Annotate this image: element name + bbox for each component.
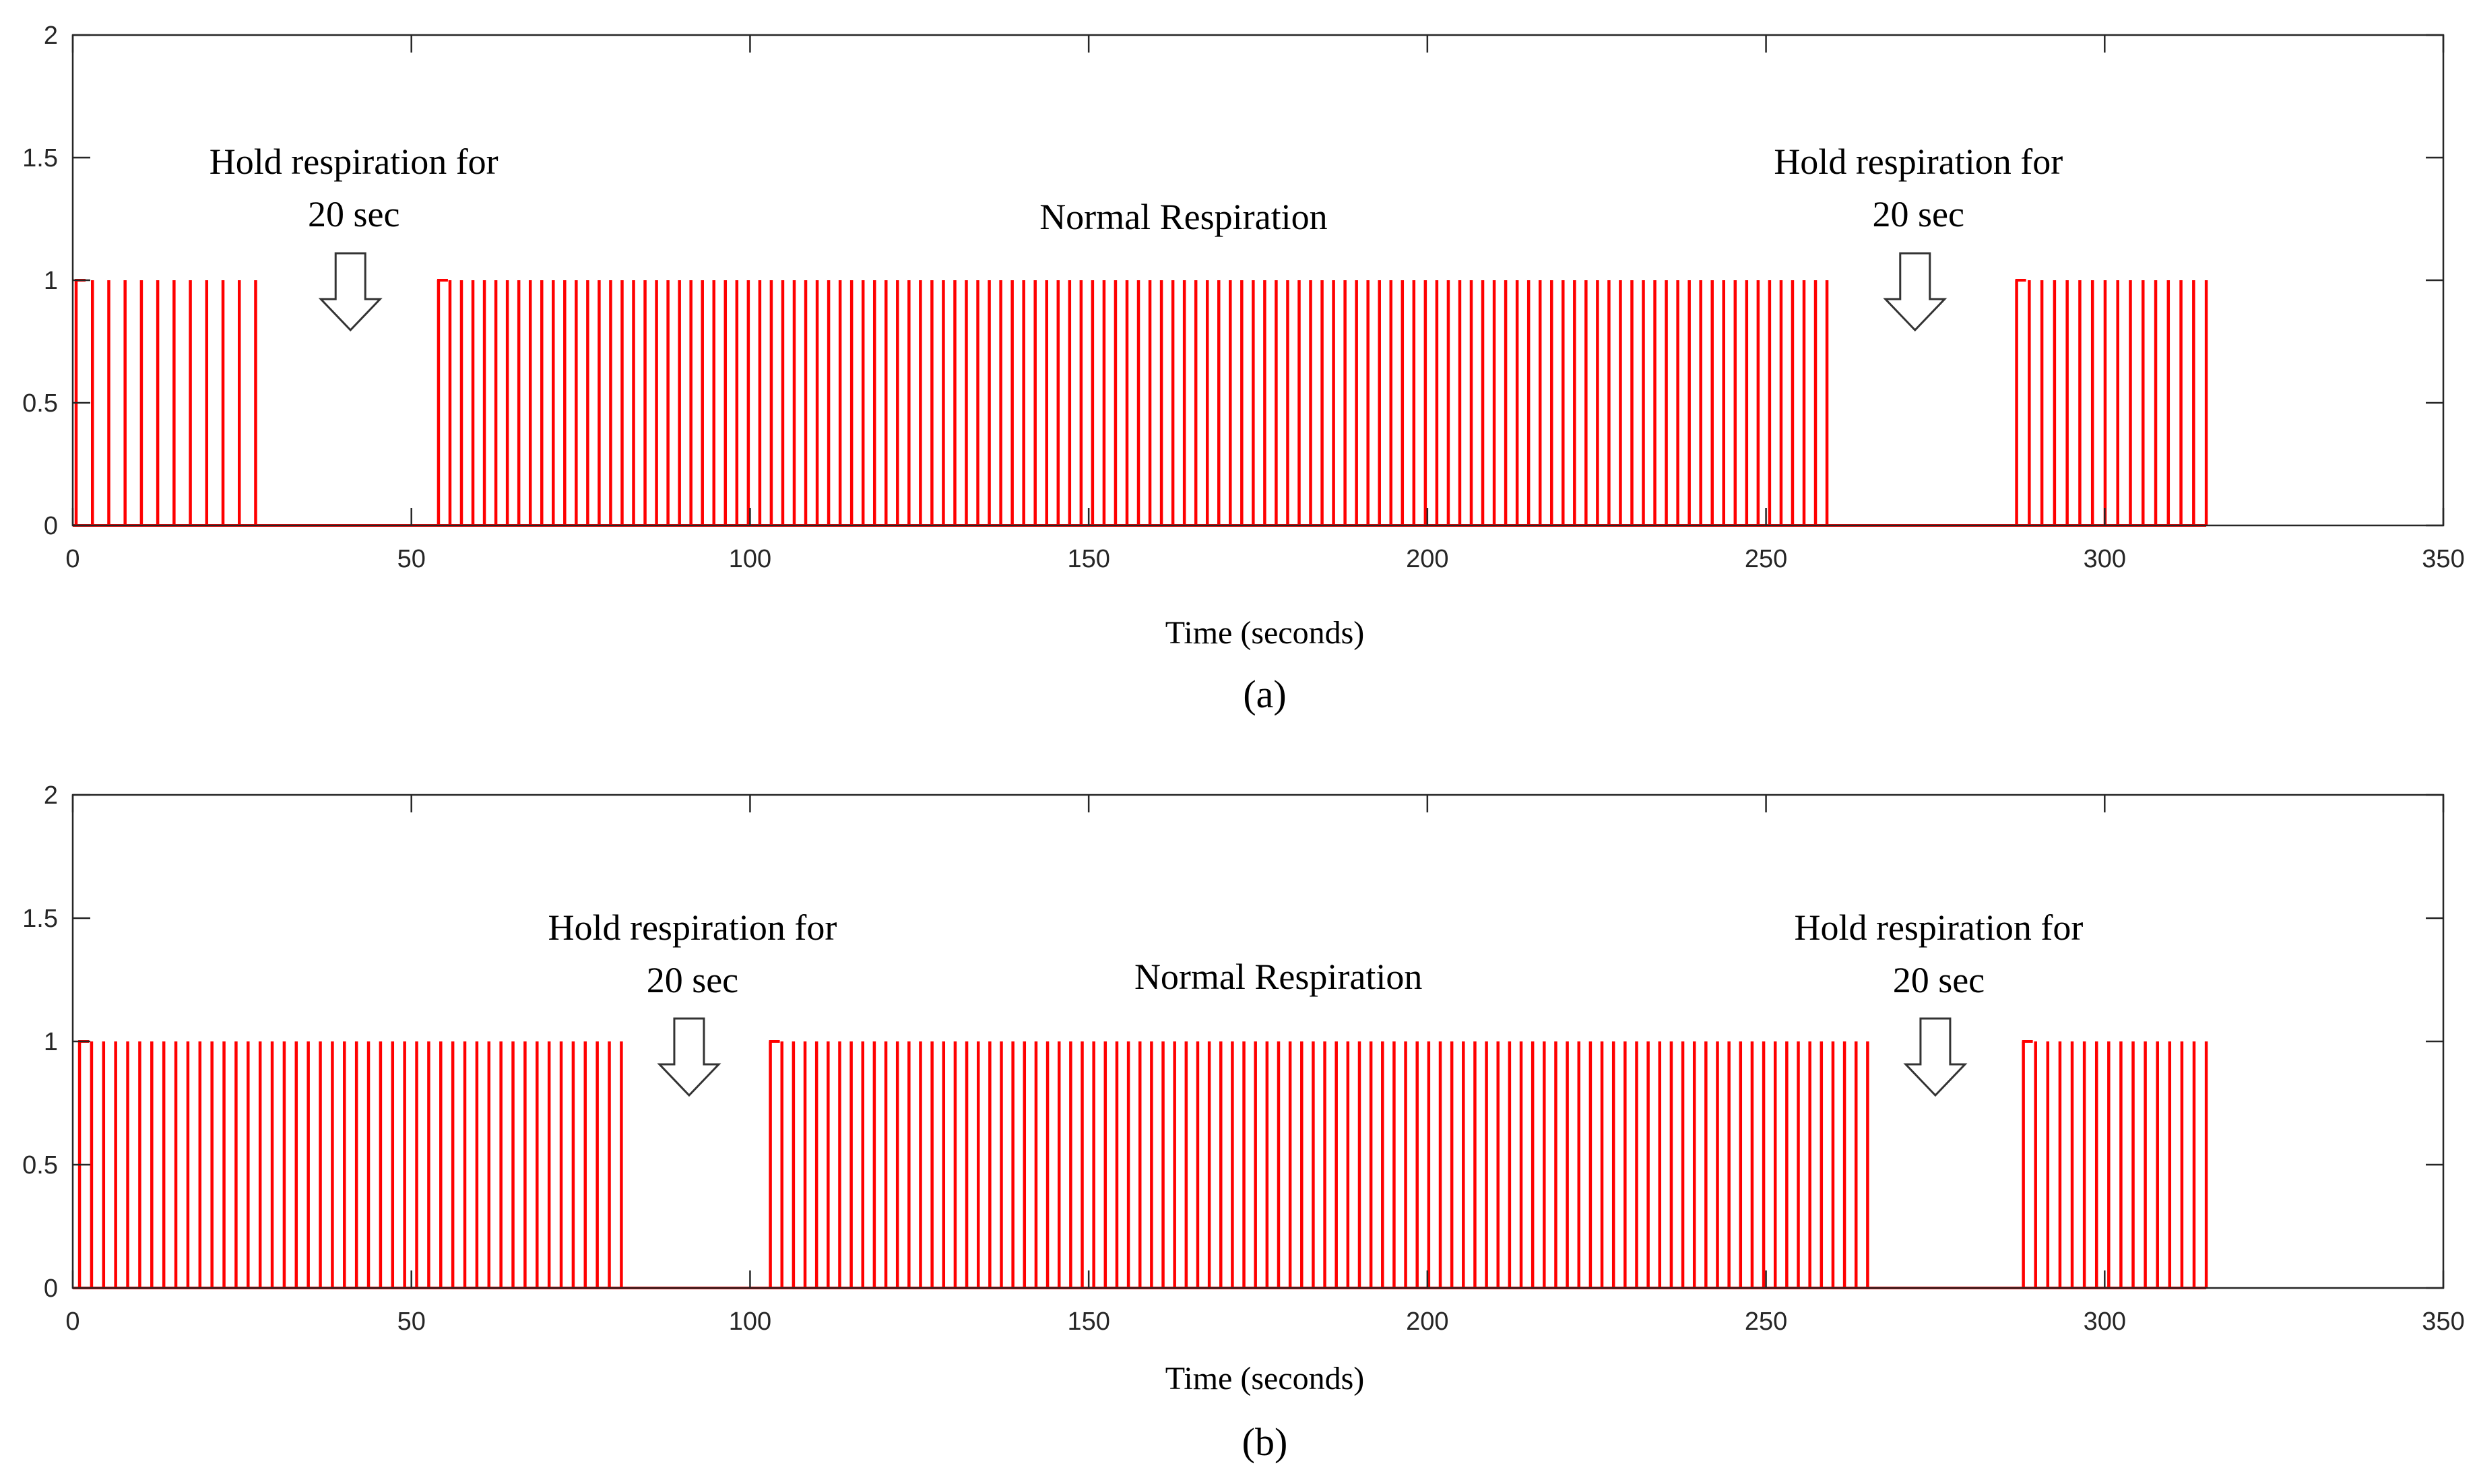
axes-box (71, 34, 2445, 527)
y-tick-label: 1 (44, 1028, 58, 1056)
down-arrow-icon (1903, 1017, 1968, 1097)
annotation-text: Hold respiration for (1794, 907, 2083, 948)
annotation-text: 20 sec (647, 960, 738, 1000)
x-tick-label: 100 (729, 1308, 771, 1336)
x-tick-label: 250 (1745, 545, 1787, 573)
y-tick-label: 2 (44, 22, 58, 50)
x-axis-label: Time (seconds) (1165, 1361, 1365, 1396)
y-tick-label: 0.5 (22, 1151, 58, 1180)
x-tick-label: 350 (2422, 1308, 2464, 1336)
x-tick-label: 150 (1067, 1308, 1109, 1336)
y-tick-label: 0 (44, 1275, 58, 1303)
x-axis-label: Time (seconds) (1165, 615, 1365, 651)
x-tick-label: 300 (2084, 545, 2126, 573)
annotation-text: Hold respiration for (548, 907, 837, 948)
x-tick-label: 200 (1406, 545, 1448, 573)
annotation-text: 20 sec (1893, 960, 1985, 1000)
down-arrow-icon (1883, 252, 1948, 332)
annotation-text: Normal Respiration (1039, 197, 1327, 237)
x-tick-label: 150 (1067, 545, 1109, 573)
y-tick-label: 0 (44, 512, 58, 540)
chart-panel-a: 0 50 100 150 200 250 300 350 0 0.5 1 1.5 2 Time (seco… (22, 22, 2465, 716)
y-tick-label: 1.5 (22, 905, 58, 933)
annotation-text: Hold respiration for (210, 141, 498, 182)
panel-caption: (a) (1243, 672, 1286, 716)
y-tick-label: 1.5 (22, 144, 58, 172)
x-tick-label: 50 (397, 1308, 426, 1336)
series-pulses (73, 1040, 2208, 1289)
y-tick-label: 2 (44, 781, 58, 810)
annotation-text: 20 sec (1873, 194, 1964, 234)
x-tick-label: 250 (1745, 1308, 1787, 1336)
series-pulses (73, 279, 2208, 527)
x-tick-label: 200 (1406, 1308, 1448, 1336)
down-arrow-icon (657, 1017, 721, 1097)
annotation-text: 20 sec (308, 194, 399, 234)
x-tick-label: 0 (65, 545, 79, 573)
x-tick-label: 100 (729, 545, 771, 573)
x-tick-label: 350 (2422, 545, 2464, 573)
panel-caption: (b) (1242, 1420, 1288, 1464)
y-tick-label: 1 (44, 267, 58, 295)
annotation-text: Hold respiration for (1774, 141, 2063, 182)
x-tick-label: 0 (65, 1308, 79, 1336)
annotation-text: Normal Respiration (1134, 957, 1422, 997)
chart-panel-b: 0 50 100 150 200 250 300 350 0 0.5 1 1.5 2 Time (seco… (22, 781, 2465, 1464)
x-tick-label: 50 (397, 545, 426, 573)
down-arrow-icon (318, 252, 383, 332)
y-tick-label: 0.5 (22, 389, 58, 418)
x-tick-label: 300 (2084, 1308, 2126, 1336)
